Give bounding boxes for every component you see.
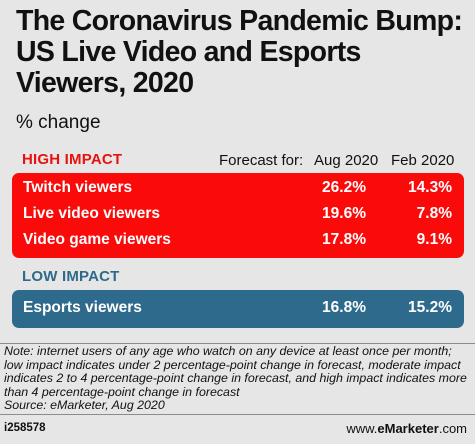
row-value-aug-2020: 26.2% xyxy=(322,179,366,196)
table-row: Video game viewers 17.8% 9.1% xyxy=(12,229,464,253)
row-value-feb-2020: 14.3% xyxy=(408,179,452,196)
low-impact-panel: Esports viewers 16.8% 15.2% xyxy=(12,290,464,328)
row-value-aug-2020: 16.8% xyxy=(322,299,366,316)
row-value-feb-2020: 15.2% xyxy=(408,299,452,316)
table-row: Live video viewers 19.6% 7.8% xyxy=(12,203,464,227)
row-value-aug-2020: 17.8% xyxy=(322,231,366,248)
table-row: Twitch viewers 26.2% 14.3% xyxy=(12,177,464,201)
row-label: Esports viewers xyxy=(23,299,142,316)
column-header-feb-2020: Feb 2020 xyxy=(391,152,455,169)
brand-logo: www.eMarketer.com xyxy=(346,421,467,436)
row-label: Live video viewers xyxy=(23,205,160,222)
brand-prefix: www. xyxy=(346,421,378,436)
brand-name: eMarketer xyxy=(377,421,439,436)
low-impact-label: LOW IMPACT xyxy=(22,268,120,285)
chart-id: i258578 xyxy=(4,422,46,434)
row-value-aug-2020: 19.6% xyxy=(322,205,366,222)
chart-subtitle: % change xyxy=(16,112,101,133)
footer-divider-bottom xyxy=(0,414,475,415)
chart-note: Note: internet users of any age who watc… xyxy=(4,344,467,399)
brand-suffix: .com xyxy=(438,421,467,436)
chart-source: Source: eMarketer, Aug 2020 xyxy=(4,398,165,412)
footer-divider xyxy=(0,343,475,344)
row-label: Twitch viewers xyxy=(23,179,133,196)
table-row: Esports viewers 16.8% 15.2% xyxy=(12,297,464,321)
high-impact-panel: Twitch viewers 26.2% 14.3% Live video vi… xyxy=(12,173,464,258)
column-header-aug-2020: Aug 2020 xyxy=(314,152,379,169)
forecast-for-label: Forecast for: xyxy=(219,152,304,169)
row-value-feb-2020: 9.1% xyxy=(416,231,452,248)
chart-title: The Coronavirus Pandemic Bump: US Live V… xyxy=(16,5,463,99)
row-value-feb-2020: 7.8% xyxy=(416,205,452,222)
high-impact-label: HIGH IMPACT xyxy=(22,151,123,168)
row-label: Video game viewers xyxy=(23,231,171,248)
